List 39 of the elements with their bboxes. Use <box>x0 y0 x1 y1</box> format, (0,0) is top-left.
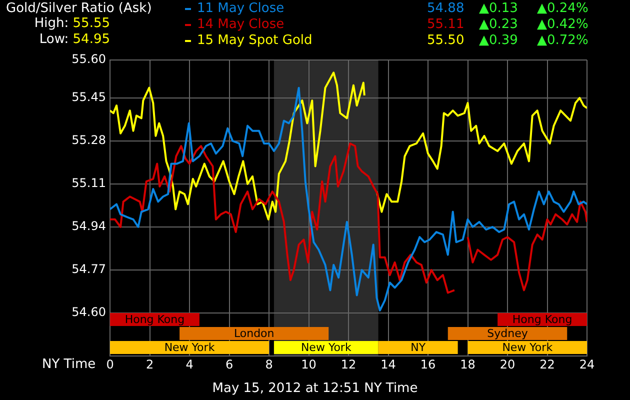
y-tick-label: 55.60 <box>72 52 106 66</box>
x-tick-label: 18 <box>460 357 476 372</box>
y-tick-label: 54.60 <box>72 305 106 320</box>
legend-label: 14 May Close <box>197 17 286 32</box>
y-tick-label: 55.11 <box>72 176 106 190</box>
text: 55.50 ▲0.39 ▲0.72% <box>427 33 588 48</box>
y-tick-label: 54.77 <box>72 262 106 276</box>
x-tick-label: 24 <box>579 357 595 372</box>
x-tick-label: 6 <box>225 357 234 372</box>
band-label: Hong Kong <box>512 312 572 326</box>
text: 55.11 ▲0.23 ▲0.42% <box>427 17 588 32</box>
x-axis-title: NY Time <box>42 357 96 372</box>
y-tick-label: 54.94 <box>72 219 106 234</box>
band-label: New York <box>164 340 216 354</box>
band-label: London <box>234 326 274 340</box>
band-label: New York <box>502 340 554 354</box>
y-tick-label: 55.28 <box>72 133 106 148</box>
x-tick-label: 8 <box>265 357 273 372</box>
band-label: New York <box>300 340 352 354</box>
chart-title: Gold/Silver Ratio (Ask) <box>6 1 152 16</box>
x-tick-label: 0 <box>106 357 114 372</box>
x-tick-label: 16 <box>420 357 436 372</box>
legend-label: 11 May Close <box>197 1 286 16</box>
y-tick-label: 55.45 <box>72 90 106 104</box>
band-label: NY <box>410 340 426 354</box>
text: May 15, 2012 at 12:51 NY Time <box>211 381 419 396</box>
x-tick-label: 22 <box>540 357 555 372</box>
x-tick-label: 4 <box>186 357 194 372</box>
band-label: Hong Kong <box>124 312 185 326</box>
text: 54.88 ▲0.13 ▲0.24% <box>427 1 588 16</box>
text: High: 55.55 <box>34 16 110 31</box>
legend-label: 15 May Spot Gold <box>197 33 314 48</box>
x-tick-label: 14 <box>380 357 396 372</box>
band-label: Sydney <box>487 326 528 340</box>
x-tick-label: 20 <box>500 357 516 372</box>
x-tick-label: 2 <box>146 357 154 372</box>
x-tick-label: 10 <box>301 357 316 372</box>
text: Low: 54.95 <box>39 32 110 47</box>
x-tick-label: 12 <box>340 357 356 372</box>
